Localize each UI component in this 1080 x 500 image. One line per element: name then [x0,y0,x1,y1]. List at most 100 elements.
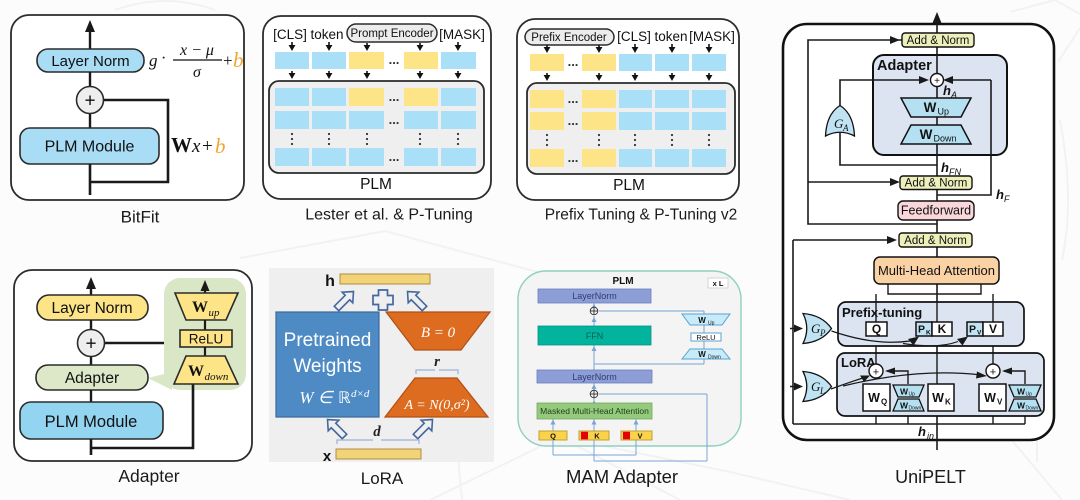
svg-text:...: ... [568,91,579,106]
svg-text:·: · [161,50,166,67]
svg-text:V: V [977,330,982,337]
svg-text:B = 0: B = 0 [421,325,456,341]
svg-text:token: token [310,27,343,42]
svg-text:h: h [325,273,335,290]
svg-text:[CLS]: [CLS] [273,27,307,42]
svg-text:W: W [868,391,880,405]
svg-text:Multi-Head Attention: Multi-Head Attention [878,263,995,278]
svg-text:x: x [323,448,332,465]
svg-text:...: ... [389,89,400,104]
svg-text:x − μ: x − μ [179,42,214,59]
svg-text:Up: Up [1026,392,1033,398]
svg-text:Adapter: Adapter [65,370,119,387]
svg-text:K: K [926,330,931,337]
svg-text:P: P [918,324,925,336]
svg-text:W: W [1017,387,1026,397]
svg-text:...: ... [389,112,400,127]
svg-text:A: A [842,123,849,133]
svg-text:K: K [945,398,951,407]
svg-text:PLM: PLM [360,176,392,193]
svg-text:h: h [996,187,1004,202]
svg-text:d: d [373,424,381,440]
svg-text:[MASK]: [MASK] [689,29,735,44]
svg-text:V: V [637,432,642,441]
svg-text:σ: σ [193,64,202,81]
svg-text:Down: Down [708,355,721,361]
svg-text:K: K [594,432,600,441]
svg-text:Add & Norm: Add & Norm [907,35,970,47]
svg-text:A: A [950,90,957,100]
svg-text:W: W [920,127,933,142]
svg-text:L: L [819,386,825,396]
svg-text:Lester et al. & P-Tuning: Lester et al. & P-Tuning [305,207,473,224]
svg-text:Up: Up [909,392,916,398]
svg-text:x: x [191,136,201,157]
svg-text:W: W [984,391,996,405]
svg-text:ReLU: ReLU [696,333,715,342]
svg-text:Feedforward: Feedforward [901,204,971,218]
svg-text:Masked Multi-Head Attention: Masked Multi-Head Attention [540,406,649,416]
svg-text:LoRA: LoRA [361,469,404,488]
svg-text:Prefix Tuning & P-Tuning v2: Prefix Tuning & P-Tuning v2 [545,207,737,224]
svg-text:[MASK]: [MASK] [439,27,485,42]
svg-text:d×d: d×d [351,388,370,400]
svg-text:+: + [85,334,96,355]
svg-text:Layer Norm: Layer Norm [51,53,129,70]
svg-text:Layer Norm: Layer Norm [52,300,133,317]
svg-text:+: + [990,367,996,379]
svg-text:P: P [819,328,826,338]
svg-text:W: W [188,363,204,380]
svg-text:r: r [434,354,440,370]
svg-text:...: ... [389,149,400,164]
svg-text:Weights: Weights [293,356,361,377]
svg-text:+: + [202,136,213,157]
svg-text:Adapter: Adapter [118,466,179,486]
svg-text:LayerNorm: LayerNorm [572,291,617,301]
svg-text:V: V [989,322,997,336]
svg-text:ℝ: ℝ [338,390,351,407]
svg-text:P: P [969,324,976,336]
svg-text:Down: Down [934,134,957,144]
svg-text:UniPELT: UniPELT [895,467,966,487]
svg-text:Prefix Encoder: Prefix Encoder [531,32,607,44]
svg-text:g: g [149,51,158,70]
svg-text:x L: x L [713,279,724,288]
svg-text:K: K [938,322,947,336]
svg-text:Add & Norm: Add & Norm [905,178,968,190]
svg-text:Prefix-tuning: Prefix-tuning [842,305,922,320]
svg-text:FN: FN [949,167,961,177]
svg-text:LayerNorm: LayerNorm [572,372,617,382]
svg-text:Up: Up [938,107,950,117]
svg-text:FFN: FFN [586,331,604,341]
svg-text:F: F [1004,194,1010,204]
svg-text:...: ... [568,150,579,165]
svg-text:h: h [918,424,926,439]
svg-text:ReLU: ReLU [189,332,224,347]
svg-text:Pretrained: Pretrained [284,330,372,351]
svg-text:W: W [900,387,909,397]
svg-text:Prompt Encoder: Prompt Encoder [350,28,433,40]
svg-text:W: W [932,391,944,405]
svg-text:[CLS]: [CLS] [617,29,651,44]
svg-text:W: W [900,401,909,411]
svg-text:A = N(0,σ²): A = N(0,σ²) [403,398,469,413]
svg-text:Down: Down [909,406,922,412]
svg-text:...: ... [568,113,579,128]
svg-text:Up: Up [708,321,715,327]
svg-text:W: W [171,133,192,157]
svg-text:W: W [192,299,208,316]
svg-text:Add & Norm: Add & Norm [904,235,967,247]
svg-text:b: b [233,48,244,72]
svg-text:W ∈: W ∈ [299,388,334,407]
svg-text:in: in [927,431,934,441]
svg-text:G: G [811,379,821,394]
svg-text:Q: Q [872,322,881,336]
svg-text:Adapter: Adapter [877,58,932,74]
svg-text:...: ... [389,52,400,67]
svg-text:W: W [698,316,706,325]
svg-text:MAM Adapter: MAM Adapter [566,466,678,487]
svg-text:Down: Down [1026,406,1039,412]
svg-text:W: W [698,350,706,359]
svg-text:token: token [654,29,687,44]
svg-text:up: up [209,307,221,319]
